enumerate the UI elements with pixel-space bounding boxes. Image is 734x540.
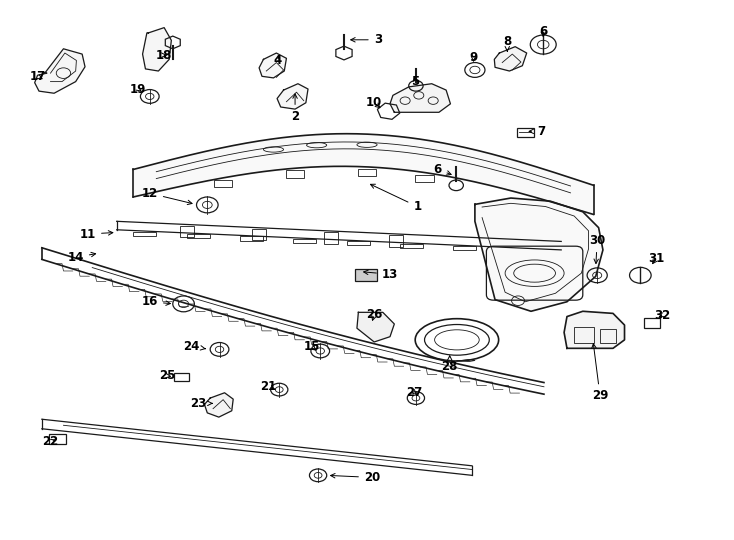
Text: 10: 10 — [366, 96, 382, 109]
Polygon shape — [564, 311, 625, 348]
Text: 20: 20 — [330, 471, 380, 484]
Bar — [574, 327, 595, 343]
Bar — [49, 434, 66, 443]
Text: 19: 19 — [130, 83, 147, 96]
Polygon shape — [205, 393, 233, 417]
Bar — [186, 234, 210, 238]
Bar — [294, 239, 316, 243]
Text: 31: 31 — [648, 252, 664, 265]
Text: 29: 29 — [592, 343, 608, 402]
Bar — [324, 232, 338, 244]
Bar — [214, 180, 233, 187]
Text: 18: 18 — [156, 49, 172, 62]
Bar — [346, 241, 370, 246]
Bar — [517, 127, 534, 137]
Bar — [252, 229, 266, 240]
Text: 7: 7 — [529, 125, 545, 138]
Polygon shape — [475, 198, 603, 311]
Polygon shape — [494, 46, 527, 71]
Text: 26: 26 — [366, 308, 382, 321]
Text: 21: 21 — [261, 380, 277, 393]
Bar — [357, 169, 377, 177]
Polygon shape — [277, 84, 308, 109]
Polygon shape — [259, 53, 286, 78]
Bar — [240, 237, 263, 241]
Polygon shape — [357, 312, 394, 342]
Text: 30: 30 — [589, 234, 606, 264]
Polygon shape — [142, 28, 171, 71]
Text: 17: 17 — [29, 70, 46, 83]
Text: 5: 5 — [411, 75, 419, 88]
Text: 32: 32 — [654, 309, 670, 322]
Text: 27: 27 — [407, 386, 423, 399]
Text: 11: 11 — [80, 227, 113, 240]
Bar — [355, 269, 377, 281]
Text: 25: 25 — [159, 369, 175, 382]
Bar — [400, 244, 423, 248]
Bar — [180, 226, 195, 237]
Text: 15: 15 — [303, 340, 320, 353]
Text: 28: 28 — [442, 356, 458, 373]
Text: 22: 22 — [43, 435, 59, 449]
Text: 2: 2 — [291, 94, 299, 123]
Bar — [133, 232, 156, 236]
Text: 14: 14 — [68, 251, 95, 264]
Bar — [415, 175, 434, 182]
Polygon shape — [34, 49, 85, 93]
Bar — [600, 329, 616, 343]
Bar — [454, 246, 476, 251]
Bar — [286, 170, 305, 178]
Text: 3: 3 — [351, 33, 382, 46]
Text: 8: 8 — [503, 35, 512, 51]
Text: 6: 6 — [433, 163, 451, 176]
Bar — [388, 235, 403, 247]
Text: 1: 1 — [371, 184, 421, 213]
Text: 4: 4 — [273, 55, 281, 68]
Text: 24: 24 — [184, 340, 206, 353]
Polygon shape — [390, 84, 451, 112]
Text: 6: 6 — [539, 25, 548, 38]
Bar — [644, 318, 660, 328]
Text: 9: 9 — [469, 51, 478, 64]
Text: 13: 13 — [363, 268, 398, 281]
Text: 16: 16 — [142, 295, 170, 308]
Text: 12: 12 — [142, 187, 192, 205]
Bar — [173, 373, 189, 381]
Text: 23: 23 — [190, 397, 212, 410]
